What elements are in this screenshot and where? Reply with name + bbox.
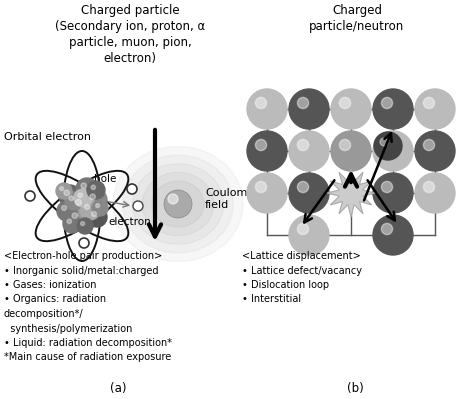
Circle shape: [64, 190, 70, 196]
Circle shape: [87, 181, 105, 199]
Circle shape: [373, 131, 413, 171]
Circle shape: [423, 182, 435, 193]
Circle shape: [92, 200, 108, 216]
Circle shape: [57, 201, 77, 221]
Circle shape: [255, 139, 266, 150]
Circle shape: [415, 131, 455, 171]
Circle shape: [96, 203, 100, 207]
Circle shape: [67, 219, 72, 223]
Text: (b): (b): [346, 382, 364, 395]
Circle shape: [289, 173, 329, 213]
Text: • Organics: radiation: • Organics: radiation: [4, 294, 106, 304]
Text: synthesis/polymerization: synthesis/polymerization: [4, 324, 132, 334]
Circle shape: [87, 207, 107, 227]
Circle shape: [255, 182, 266, 193]
Circle shape: [289, 131, 329, 171]
Circle shape: [78, 193, 82, 198]
Text: *Main cause of radiation exposure: *Main cause of radiation exposure: [4, 352, 171, 363]
Circle shape: [91, 211, 97, 217]
Circle shape: [423, 139, 435, 150]
Circle shape: [331, 131, 371, 171]
Circle shape: [373, 215, 413, 255]
Circle shape: [297, 182, 309, 193]
Circle shape: [297, 97, 309, 109]
Text: • Interstitial: • Interstitial: [242, 294, 301, 304]
Circle shape: [79, 238, 89, 248]
Circle shape: [331, 89, 371, 129]
Text: Charged particle
(Secondary ion, proton, α
particle, muon, pion,
electron): Charged particle (Secondary ion, proton,…: [55, 4, 205, 65]
Polygon shape: [327, 169, 375, 217]
Circle shape: [127, 184, 137, 194]
Ellipse shape: [152, 181, 204, 227]
Text: <Electron-hole pair production>: <Electron-hole pair production>: [4, 251, 162, 261]
Text: (a): (a): [110, 382, 126, 395]
Circle shape: [63, 215, 81, 233]
Circle shape: [75, 200, 82, 205]
Circle shape: [65, 192, 83, 210]
Circle shape: [67, 208, 89, 230]
Circle shape: [247, 89, 287, 129]
Text: <Lattice displacement>: <Lattice displacement>: [242, 251, 361, 261]
Circle shape: [25, 191, 35, 201]
Circle shape: [59, 185, 81, 207]
Circle shape: [373, 89, 413, 129]
Circle shape: [85, 189, 107, 211]
Text: • Dislocation loop: • Dislocation loop: [242, 280, 329, 290]
Circle shape: [289, 215, 329, 255]
Circle shape: [69, 196, 73, 201]
Text: hole: hole: [94, 174, 116, 184]
Circle shape: [133, 201, 143, 211]
Text: Orbital electron: Orbital electron: [4, 132, 91, 142]
Ellipse shape: [142, 172, 214, 236]
Ellipse shape: [123, 155, 233, 253]
Text: • Inorganic solid/metal:charged: • Inorganic solid/metal:charged: [4, 265, 158, 275]
Circle shape: [76, 178, 98, 200]
Text: • Lattice defect/vacancy: • Lattice defect/vacancy: [242, 265, 362, 275]
Circle shape: [72, 213, 77, 218]
Circle shape: [415, 173, 455, 213]
Circle shape: [289, 89, 329, 129]
Circle shape: [374, 132, 402, 160]
Text: decomposition*/: decomposition*/: [4, 309, 83, 319]
Text: Charged
particle/neutron: Charged particle/neutron: [310, 4, 405, 33]
Circle shape: [56, 183, 72, 199]
Circle shape: [81, 183, 86, 188]
Circle shape: [74, 189, 92, 207]
Circle shape: [382, 97, 392, 109]
Text: electron: electron: [109, 217, 151, 227]
Circle shape: [80, 200, 100, 220]
Circle shape: [62, 205, 66, 211]
Circle shape: [423, 97, 435, 109]
Circle shape: [339, 139, 351, 150]
Circle shape: [380, 138, 388, 146]
Circle shape: [60, 187, 64, 191]
Ellipse shape: [113, 146, 243, 261]
Circle shape: [255, 97, 266, 109]
Circle shape: [247, 173, 287, 213]
Ellipse shape: [133, 164, 224, 244]
Circle shape: [382, 139, 392, 150]
Circle shape: [168, 194, 178, 204]
Circle shape: [297, 223, 309, 235]
Circle shape: [415, 89, 455, 129]
Circle shape: [164, 190, 192, 218]
Circle shape: [84, 205, 90, 209]
Circle shape: [339, 97, 351, 109]
Circle shape: [77, 218, 93, 234]
Circle shape: [297, 139, 309, 150]
Circle shape: [373, 173, 413, 213]
Text: • Liquid: radiation decomposition*: • Liquid: radiation decomposition*: [4, 338, 172, 348]
Circle shape: [70, 194, 94, 218]
Circle shape: [382, 223, 392, 235]
Text: Coulomb
field: Coulomb field: [205, 188, 255, 210]
Circle shape: [90, 194, 95, 200]
Text: • Gases: ionization: • Gases: ionization: [4, 280, 97, 290]
Circle shape: [247, 131, 287, 171]
Circle shape: [382, 182, 392, 193]
Circle shape: [91, 185, 96, 190]
Circle shape: [81, 221, 84, 225]
